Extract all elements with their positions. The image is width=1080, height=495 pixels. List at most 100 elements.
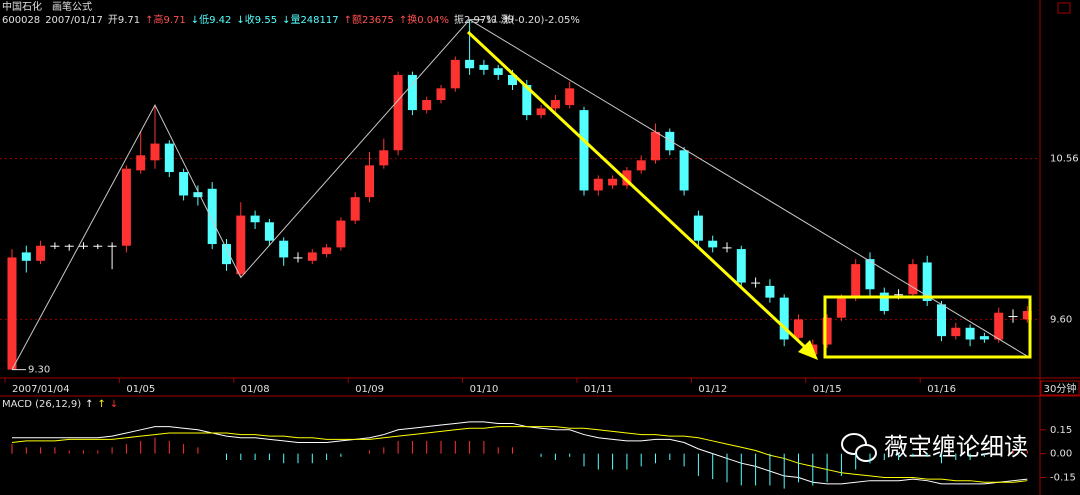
candle-body [450,59,460,89]
x-tick-label: 01/11 [584,384,613,395]
candle-body [579,110,589,191]
candle-body [436,88,446,101]
stock-name: 中国石化 [2,0,42,13]
candle-body [894,294,904,296]
candle-body [164,143,174,173]
candle-body [293,257,303,259]
window-button[interactable] [1057,2,1071,14]
candle-body [64,245,74,247]
candle-body [150,143,160,161]
quote-info: 600028 2007/01/17 开9.71 ↑高9.71 ↓低9.42 ↓收9.55 ↓… [2,13,580,26]
x-tick-label: 2007/01/04 [12,384,70,395]
y-tick-label: 0.00 [1050,449,1072,460]
candle-body [794,319,803,338]
candle-body [979,336,989,340]
candle-body [1008,316,1018,318]
candle-body [493,68,503,75]
candle-body [422,100,432,111]
indicator-name: MACD (26,12,9) [2,399,81,410]
annotation: 9.30 [28,365,50,376]
candle-body [851,264,861,298]
arrow-head [798,340,818,360]
candle-body [179,172,189,196]
legend-entry: ↓ [110,399,118,410]
info-item: 涨(-0.20)-2.05% [501,14,580,26]
period-label[interactable]: 30分钟 [1044,382,1077,395]
candle-body [279,240,289,258]
candle-body [193,192,203,198]
candle-body [722,247,732,249]
candle-body [93,245,103,247]
x-tick-label: 01/15 [813,384,842,395]
candle-body [922,262,932,301]
y-tick-label: 0.15 [1050,425,1072,436]
candle-body [679,150,689,191]
candle-body [379,150,389,166]
candle-body [107,245,117,247]
candle-body [121,168,131,246]
x-tick-label: 01/10 [470,384,499,395]
candle-body [522,84,532,116]
candle-body [751,282,761,284]
candle-body [1022,311,1032,320]
candle-body [908,264,918,295]
candle-body [136,155,146,171]
candle-body [693,215,703,241]
candle-body [836,297,846,318]
candle-body [479,64,489,70]
indicator-title: MACD (26,12,9) ↑ ↑ ↓ [2,399,118,410]
candle-body [365,165,374,198]
candle-body [393,74,403,151]
candle-body [622,170,632,186]
legend-entry: ↑ [85,399,93,410]
x-tick-label: 01/16 [927,384,956,395]
candle-body [822,317,832,345]
candle-body [350,197,360,221]
candle-body [608,178,618,186]
candle-body [407,74,417,111]
stroke-line [11,19,1028,370]
x-tick-label: 01/08 [241,384,270,395]
y-tick-label: 10.56 [1050,154,1079,165]
info-item: 开9.71 [108,15,140,26]
candle-body [250,215,260,223]
x-tick-label: 01/12 [698,384,727,395]
info-item: ↓收9.55 [236,13,277,26]
candle-body [264,222,274,241]
candle-body [779,297,789,340]
candle-body [236,215,246,275]
candle-body [79,245,88,247]
candle-body [536,108,546,116]
candle-body [951,327,961,337]
candle-body [765,285,775,298]
candle-body [36,245,46,261]
candle-body [336,220,346,248]
y-tick-label: 9.60 [1050,314,1072,325]
candle-body [508,74,517,85]
wechat-icon [841,433,877,462]
info-item: 2007/01/17 [45,15,103,26]
candle-body [7,257,17,370]
macd-line [11,426,1028,483]
trend-arrow [466,30,808,350]
period-box[interactable] [1040,380,1080,396]
info-item: ↑高9.71 [145,13,186,26]
candle-body [708,240,718,248]
highlight-box [823,295,1032,359]
candle-body [21,252,31,261]
candle-body [322,247,332,255]
x-tick-label: 01/05 [126,384,155,395]
candle-body [879,292,889,312]
y-tick-label: -0.15 [1050,473,1076,484]
candle-body [593,178,603,191]
macd-line [12,421,1028,485]
candle-body [994,312,1004,340]
info-item: ↑额23675 [344,13,394,26]
info-item: ↓量248117 [282,14,339,26]
info-item: 600028 [2,15,40,26]
info-item: ↑换0.04% [399,13,449,26]
candle-body [465,59,475,69]
candle-body [865,259,875,290]
